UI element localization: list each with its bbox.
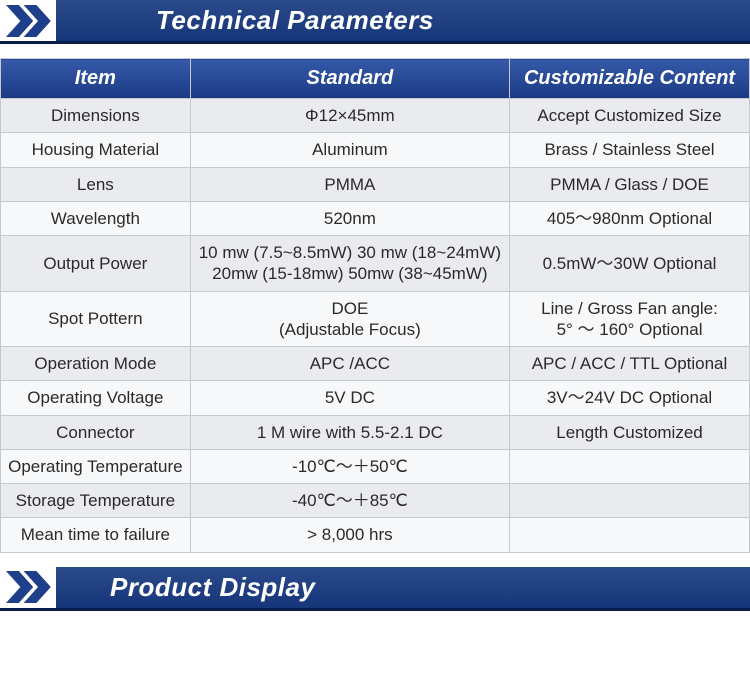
cell-item: Dimensions (1, 99, 191, 133)
table-row: Wavelength 520nm 405～980nm Optional (1, 201, 750, 235)
cell-item: Lens (1, 167, 191, 201)
cell-customizable: 3V～24V DC Optional (510, 381, 750, 415)
cell-customizable: 0.5mW～30W Optional (510, 236, 750, 292)
table-row: Spot Pottern DOE (Adjustable Focus) Line… (1, 291, 750, 347)
section-title: Product Display (56, 572, 315, 603)
cell-standard: 1 M wire with 5.5-2.1 DC (190, 415, 509, 449)
cell-item: Output Power (1, 236, 191, 292)
cell-standard: Aluminum (190, 133, 509, 167)
cell-item: Wavelength (1, 201, 191, 235)
cell-item: Spot Pottern (1, 291, 191, 347)
cell-customizable: PMMA / Glass / DOE (510, 167, 750, 201)
cell-standard: -40℃～＋85℃ (190, 484, 509, 518)
cell-item: Operating Temperature (1, 449, 191, 483)
cell-standard: > 8,000 hrs (190, 518, 509, 552)
table-row: Storage Temperature -40℃～＋85℃ (1, 484, 750, 518)
cell-item: Storage Temperature (1, 484, 191, 518)
table-row: Operating Temperature -10℃～＋50℃ (1, 449, 750, 483)
cell-standard: -10℃～＋50℃ (190, 449, 509, 483)
section-header-technical-parameters: Technical Parameters (0, 0, 750, 44)
cell-standard: 10 mw (7.5~8.5mW) 30 mw (18~24mW) 20mw (… (190, 236, 509, 292)
table-row: Mean time to failure > 8,000 hrs (1, 518, 750, 552)
col-header-customizable: Customizable Content (510, 59, 750, 99)
cell-standard: APC /ACC (190, 347, 509, 381)
cell-item: Operating Voltage (1, 381, 191, 415)
table-row: Operation Mode APC /ACC APC / ACC / TTL … (1, 347, 750, 381)
table-row: Housing Material Aluminum Brass / Stainl… (1, 133, 750, 167)
cell-standard: 5V DC (190, 381, 509, 415)
cell-standard: PMMA (190, 167, 509, 201)
col-header-standard: Standard (190, 59, 509, 99)
cell-customizable: APC / ACC / TTL Optional (510, 347, 750, 381)
table-row: Output Power 10 mw (7.5~8.5mW) 30 mw (18… (1, 236, 750, 292)
table-row: Lens PMMA PMMA / Glass / DOE (1, 167, 750, 201)
section-title: Technical Parameters (56, 5, 434, 36)
cell-customizable (510, 484, 750, 518)
cell-customizable: Accept Customized Size (510, 99, 750, 133)
chevron-icon (0, 567, 56, 608)
cell-customizable: Length Customized (510, 415, 750, 449)
table-header-row: Item Standard Customizable Content (1, 59, 750, 99)
cell-item: Housing Material (1, 133, 191, 167)
col-header-item: Item (1, 59, 191, 99)
cell-item: Mean time to failure (1, 518, 191, 552)
cell-item: Operation Mode (1, 347, 191, 381)
cell-item: Connector (1, 415, 191, 449)
cell-standard: Φ12×45mm (190, 99, 509, 133)
cell-customizable (510, 518, 750, 552)
chevron-icon (0, 0, 56, 41)
cell-customizable: 405～980nm Optional (510, 201, 750, 235)
cell-customizable: Line / Gross Fan angle: 5° ～ 160° Option… (510, 291, 750, 347)
table-row: Operating Voltage 5V DC 3V～24V DC Option… (1, 381, 750, 415)
table-row: Connector 1 M wire with 5.5-2.1 DC Lengt… (1, 415, 750, 449)
cell-customizable: Brass / Stainless Steel (510, 133, 750, 167)
section-header-product-display: Product Display (0, 567, 750, 611)
cell-standard: DOE (Adjustable Focus) (190, 291, 509, 347)
technical-parameters-table: Item Standard Customizable Content Dimen… (0, 58, 750, 553)
table-row: Dimensions Φ12×45mm Accept Customized Si… (1, 99, 750, 133)
cell-customizable (510, 449, 750, 483)
cell-standard: 520nm (190, 201, 509, 235)
